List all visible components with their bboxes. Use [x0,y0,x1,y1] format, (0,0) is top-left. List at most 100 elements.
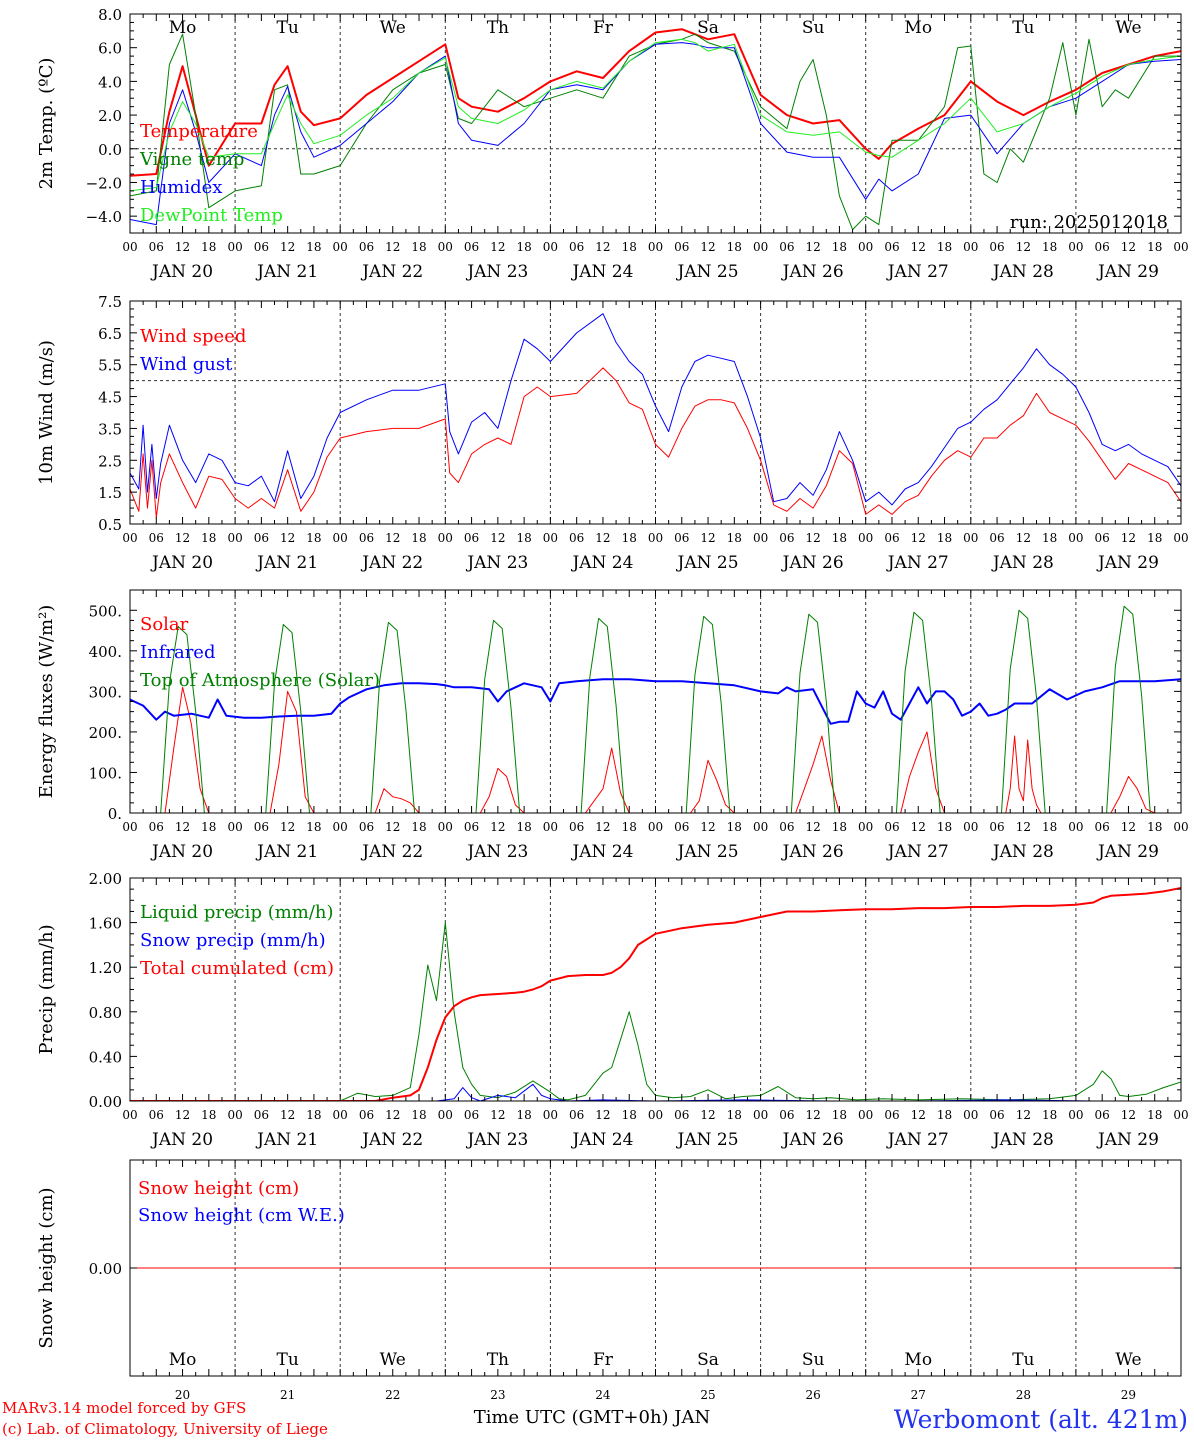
hour-tick-label: 18 [727,240,742,254]
y-tick-label: 0.00 [89,1260,122,1278]
day-number-label: 26 [806,1388,821,1402]
hour-tick-label: 06 [464,1108,479,1122]
hour-tick-label: 06 [569,531,584,545]
hour-tick-label: 00 [1173,1108,1188,1122]
series-line-4 [130,38,1181,192]
day-number-label: 22 [385,1388,400,1402]
hour-tick-label: 00 [333,1108,348,1122]
hour-tick-label: 18 [306,531,321,545]
weekday-label: We [1115,1350,1141,1370]
hour-tick-label: 06 [254,820,269,834]
legend-entry: Snow height (cm) [138,1178,299,1199]
panels-group: −4.0 −2.0 0.0 2.0 4.0 6.0 8.0 2m Temp. (ºC) Temp… [36,6,1189,1402]
hour-tick-label: 18 [411,531,426,545]
hour-tick-label: 06 [674,240,689,254]
hour-tick-label: 00 [963,240,978,254]
panel-5: 0.00 Snow height (cm) Snow height (cm) Snow… [36,1159,1182,1402]
day-label: JAN 20 [150,842,213,862]
hour-tick-label: 06 [359,531,374,545]
legend-entry: Snow height (cm W.E.) [138,1205,345,1226]
legend-entry: Temperature [140,121,258,142]
weekday-label: Mo [904,1350,932,1370]
weekday-label: Th [487,1350,509,1370]
hour-tick-label: 18 [622,531,637,545]
hour-tick-label: 06 [464,820,479,834]
weekday-label: Mo [169,18,197,38]
y-tick-label: 5.5 [98,357,122,375]
hour-tick-label: 06 [1095,240,1110,254]
hour-tick-label: 06 [1095,531,1110,545]
day-label: JAN 27 [886,553,949,573]
series-line-1 [130,367,1181,519]
hour-tick-label: 12 [280,531,295,545]
hour-tick-label: 12 [490,240,505,254]
series-group [130,313,1181,519]
hour-tick-label: 06 [989,820,1004,834]
hour-tick-label: 12 [1016,820,1031,834]
day-label: JAN 27 [886,1130,949,1150]
hour-tick-label: 00 [648,531,663,545]
hour-tick-label: 00 [333,820,348,834]
hour-tick-label: 00 [963,531,978,545]
hour-tick-label: 18 [1147,1108,1162,1122]
day-label: JAN 25 [676,553,739,573]
day-label: JAN 21 [255,842,318,862]
series-line-3 [130,605,1181,813]
hour-tick-label: 18 [1147,820,1162,834]
hour-tick-label: 00 [438,531,453,545]
hour-tick-label: 12 [595,1108,610,1122]
hour-tick-label: 06 [779,531,794,545]
hour-tick-label: 00 [227,240,242,254]
hour-tick-label: 18 [937,240,952,254]
hour-tick-label: 00 [858,531,873,545]
day-label: JAN 22 [360,553,423,573]
hour-tick-label: 06 [464,531,479,545]
hour-tick-label: 06 [674,820,689,834]
hour-tick-label: 18 [306,240,321,254]
hour-tick-label: 18 [1147,531,1162,545]
hour-tick-label: 06 [989,240,1004,254]
hour-tick-label: 12 [595,531,610,545]
hour-tick-label: 00 [543,820,558,834]
legend-entry: Wind speed [140,326,246,347]
y-tick-label: 0.00 [89,1093,122,1111]
legend-entry: Top of Atmosphere (Solar) [140,670,380,691]
hour-tick-label: 18 [306,1108,321,1122]
weekday-label: Tu [1012,1350,1034,1370]
hour-tick-label: 06 [779,1108,794,1122]
hour-tick-label: 18 [727,820,742,834]
hour-tick-label: 06 [989,1108,1004,1122]
station-name: Werbomont (alt. 421m) [894,1405,1188,1434]
series-line-3 [130,42,1181,226]
hour-tick-label: 00 [227,1108,242,1122]
day-number-label: 25 [700,1388,715,1402]
weekday-label: Mo [169,1350,197,1370]
weekday-label: Fr [593,18,614,38]
day-label: JAN 24 [570,842,633,862]
day-label: JAN 23 [465,262,528,282]
hour-tick-label: 00 [753,240,768,254]
series-group [130,605,1181,813]
day-label: JAN 26 [781,1130,844,1150]
hour-tick-label: 06 [569,240,584,254]
y-tick-label: 0. [108,805,122,823]
hour-tick-label: 06 [149,1108,164,1122]
series-line-2 [130,313,1181,506]
hour-tick-label: 00 [753,1108,768,1122]
hour-tick-label: 12 [595,240,610,254]
hour-tick-label: 18 [516,531,531,545]
day-number-label: 24 [595,1388,611,1402]
day-label: JAN 28 [991,842,1054,862]
weekday-label: We [380,1350,406,1370]
hour-tick-label: 12 [175,531,190,545]
legend-entry: Infrared [140,642,215,663]
y-tick-label: 8.0 [98,6,122,24]
hour-tick-label: 12 [911,240,926,254]
hour-tick-label: 12 [806,820,821,834]
series-line-1 [130,922,1181,1101]
panel-3: 0. 100. 200. 300. 400. 500. Energy fluxes (W/m… [36,589,1189,862]
weekday-label: Sa [697,18,719,38]
hour-tick-label: 00 [648,820,663,834]
hour-tick-label: 00 [963,1108,978,1122]
